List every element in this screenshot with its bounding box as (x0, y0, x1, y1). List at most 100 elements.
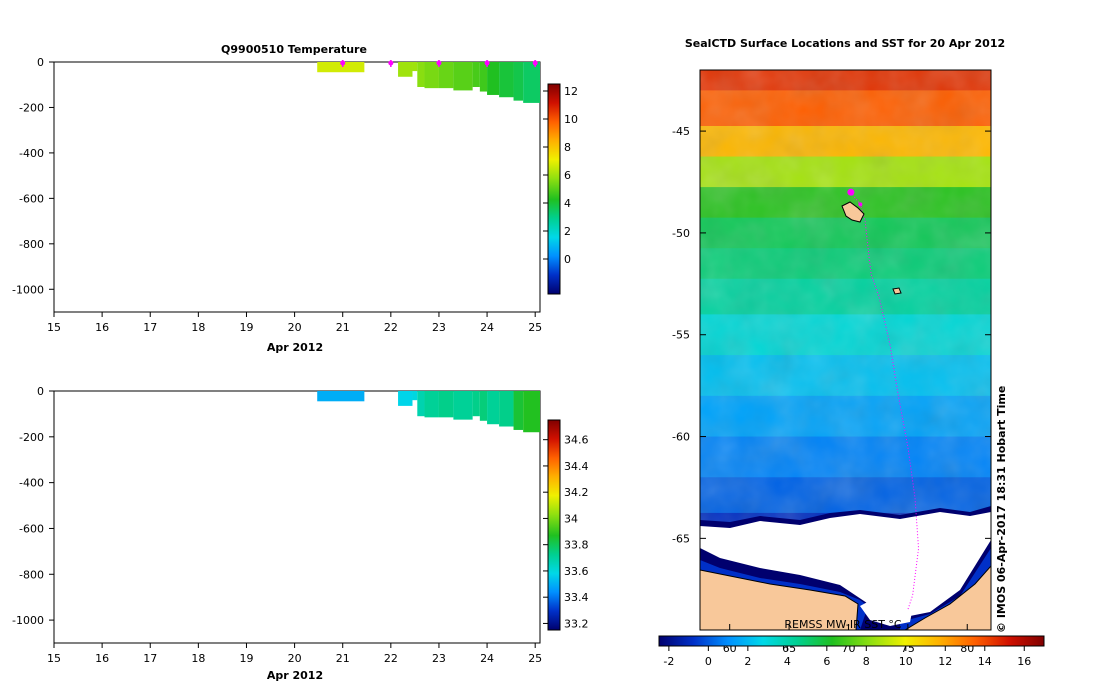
x-tick-label: 16 (95, 652, 109, 665)
seal-track (850, 191, 920, 610)
colorbar-tick-label: 34 (564, 512, 578, 525)
data-cell (417, 391, 425, 417)
profile-marker-dot (484, 60, 490, 66)
colorbar-tick-label: 34.6 (564, 434, 589, 447)
lat-tick-label: -55 (672, 329, 690, 342)
antarctic-land-west (700, 569, 859, 630)
salinity-y-axis: 0 -200 -400 -600 -800 -1000 (12, 385, 54, 627)
salinity-x-axis-label: Apr 2012 (267, 669, 323, 682)
data-cell (487, 62, 500, 95)
sst-map-title: SealCTD Surface Locations and SST for 20… (685, 37, 1005, 50)
x-tick-label: 18 (191, 321, 205, 334)
data-cell (479, 391, 488, 421)
kerguelen-island (841, 201, 865, 223)
colorbar-tick-label: 0 (564, 253, 571, 266)
salinity-plot: 0 -200 -400 -600 -800 -1000 15 16 17 18 19 20 21 22 2… (12, 385, 588, 682)
colorbar-tick-label: 10 (564, 113, 578, 126)
colorbar-tick-label: 12 (564, 85, 578, 98)
y-tick-label: 0 (37, 56, 44, 69)
amery-ice-shelf (860, 598, 912, 626)
data-cell (412, 391, 418, 401)
sst-map-latitude-axis: -45 -50 -55 -60 -65 (672, 125, 991, 545)
y-tick-label: -800 (19, 238, 44, 251)
sst-colorbar (658, 635, 1045, 647)
temperature-colorbar-ticks: 0 2 4 6 8 10 12 (543, 85, 578, 266)
y-tick-label: -400 (19, 147, 44, 160)
y-tick-label: -400 (19, 477, 44, 490)
sst-colorbar-tick-label: 8 (863, 655, 870, 668)
x-tick-label: 24 (480, 321, 494, 334)
data-cell (513, 391, 524, 430)
salinity-colorbar (547, 419, 561, 631)
x-tick-label: 25 (528, 652, 542, 665)
data-cell (499, 391, 514, 427)
sst-colorbar-tick-label: 2 (744, 655, 751, 668)
temperature-chart-title: Q9900510 Temperature (221, 43, 367, 56)
temperature-plot: 0-200-400-600-800-1000 15 16 17 18 19 20 21 22 2… (12, 56, 578, 354)
temperature-cells (317, 62, 540, 103)
lat-tick-label: -60 (672, 431, 690, 444)
sst-colorbar-tick-label: 16 (1017, 655, 1031, 668)
sst-map: REMSS MW-IR SST °C -45-50-55-60-65 60 65 7… (658, 69, 1045, 668)
temperature-x-axis-label: Apr 2012 (267, 341, 323, 354)
sst-colorbar-ticks: -2 0 2 4 6 8 10 12 14 16 (663, 646, 1031, 668)
temperature-profile-markers (340, 60, 538, 67)
data-cell (453, 62, 473, 91)
x-tick-label: 15 (47, 652, 61, 665)
x-tick-label: 21 (336, 652, 350, 665)
colorbar-tick-label: 2 (564, 225, 571, 238)
x-tick-label: 25 (528, 321, 542, 334)
x-tick-label: 15 (47, 321, 61, 334)
y-tick-label: -200 (19, 101, 44, 114)
lat-tick-label: -50 (672, 227, 690, 240)
x-tick-label: 23 (432, 321, 446, 334)
data-cell (424, 391, 439, 418)
sst-colorbar-tick-label: 14 (978, 655, 992, 668)
data-cell (472, 62, 480, 87)
data-cell (398, 391, 413, 406)
x-tick-label: 22 (384, 321, 398, 334)
data-cell (479, 62, 488, 92)
sst-colorbar-tick-label: 12 (938, 655, 952, 668)
sst-source-label: REMSS MW-IR SST °C (784, 618, 902, 631)
salinity-cells (317, 391, 540, 433)
x-tick-label: 20 (288, 652, 302, 665)
lat-tick-label: -65 (672, 532, 690, 545)
data-cell (317, 62, 365, 73)
y-tick-label: -600 (19, 522, 44, 535)
sst-colorbar-tick-label: 10 (899, 655, 913, 668)
data-cell (499, 62, 514, 98)
data-cell (438, 391, 454, 418)
colorbar-tick-label: 8 (564, 141, 571, 154)
colorbar-tick-label: 33.6 (564, 565, 589, 578)
lat-tick-label: -45 (672, 125, 690, 138)
seal-ctd-location (847, 188, 855, 196)
data-cell (412, 62, 418, 72)
y-tick-label: -200 (19, 431, 44, 444)
colorbar-tick-label: 6 (564, 169, 571, 182)
data-cell (424, 62, 439, 89)
sst-colorbar-tick-label: 6 (823, 655, 830, 668)
seal-ctd-locations (847, 188, 863, 207)
sst-colorbar-tick-label: 4 (784, 655, 791, 668)
sea-ice-area (700, 512, 991, 618)
x-tick-label: 21 (336, 321, 350, 334)
x-tick-label: 22 (384, 652, 398, 665)
data-cell (453, 391, 473, 420)
data-cell (317, 391, 365, 402)
sst-map-frame (699, 69, 992, 631)
temperature-colorbar (547, 83, 561, 295)
salinity-plot-frame (53, 390, 541, 644)
x-tick-label: 20 (288, 321, 302, 334)
x-tick-label: 17 (143, 652, 157, 665)
sst-colorbar-tick-label: 0 (705, 655, 712, 668)
x-tick-label: 24 (480, 652, 494, 665)
colorbar-tick-label: 34.4 (564, 460, 589, 473)
y-tick-label: -800 (19, 568, 44, 581)
data-cell (523, 391, 540, 433)
data-cell (417, 62, 425, 87)
data-cell (398, 62, 413, 77)
salinity-colorbar-ticks: 33.2 33.4 33.6 33.8 34 34.2 34.4 34.6 (543, 434, 589, 630)
x-tick-label: 18 (191, 652, 205, 665)
